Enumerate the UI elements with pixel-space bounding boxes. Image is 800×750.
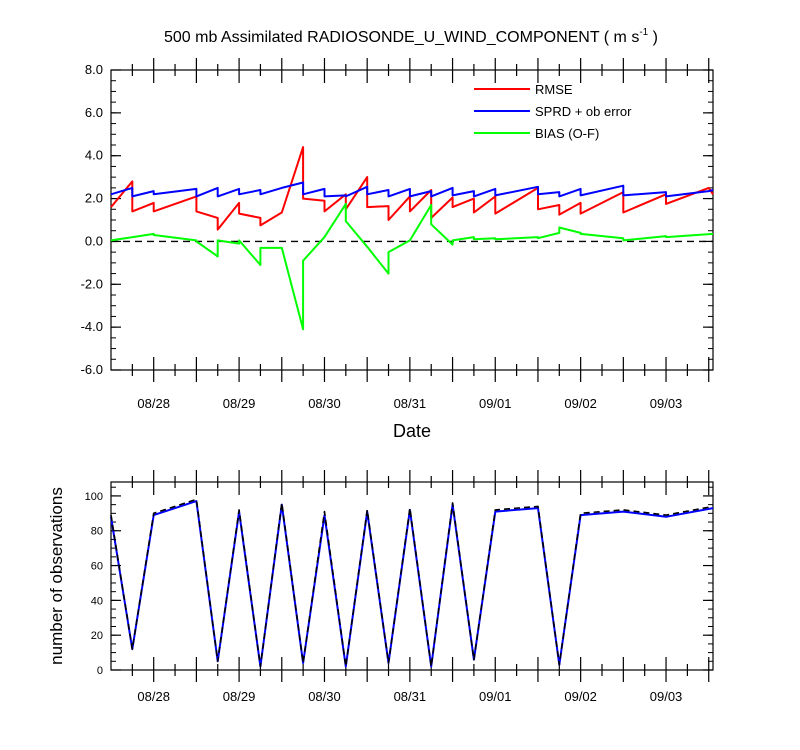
top-x-tick-label: 08/31 xyxy=(394,396,427,411)
bottom-y-tick-label: 20 xyxy=(91,630,103,642)
bottom-y-tick-label: 80 xyxy=(91,526,103,538)
top-x-tick-label: 09/03 xyxy=(650,396,683,411)
bottom-y-tick-label: 40 xyxy=(91,595,103,607)
bottom-y-tick-label: 60 xyxy=(91,561,103,573)
legend-label-rmse: RMSE xyxy=(535,82,573,97)
top-x-tick-label: 08/29 xyxy=(223,396,256,411)
bottom-x-tick-label: 09/02 xyxy=(564,689,597,704)
top-y-tick-label: 8.0 xyxy=(85,62,103,77)
bottom-series-group xyxy=(110,498,714,668)
top-series-sprd-ob-error xyxy=(110,181,714,198)
title-unit-superscript: -1 xyxy=(639,27,648,38)
top-plot: -6.0 -4.0 -2.0 0.0 2.0 4.0 6.0 8.0 08/28 08/29 08/… xyxy=(81,58,714,441)
top-series-group xyxy=(110,146,714,331)
top-y-tick-label: 6.0 xyxy=(85,105,103,120)
legend-label-bias: BIAS (O-F) xyxy=(535,126,599,141)
top-y-tick-label: -4.0 xyxy=(81,319,103,334)
bottom-series-observations-dashed xyxy=(110,498,714,668)
bottom-x-tick-label: 08/28 xyxy=(137,689,170,704)
top-y-tick-label: 0.0 xyxy=(85,233,103,248)
top-x-tick-label: 08/30 xyxy=(308,396,341,411)
top-y-tick-label: -2.0 xyxy=(81,276,103,291)
bottom-plot-frame xyxy=(110,481,714,671)
bottom-x-tick-label: 09/03 xyxy=(650,689,683,704)
top-series-rmse xyxy=(110,146,714,231)
bottom-y-tick-label: 0 xyxy=(97,665,103,677)
top-series-bias-o-f xyxy=(110,202,714,331)
top-y-tick-label: 4.0 xyxy=(85,148,103,163)
top-y-tick-label: 2.0 xyxy=(85,191,103,206)
bottom-y-tick-label: 100 xyxy=(85,491,103,503)
top-axis-ticks: -6.0 -4.0 -2.0 0.0 2.0 4.0 6.0 8.0 08/28 08/29 08/… xyxy=(81,58,713,411)
top-x-tick-label: 09/01 xyxy=(479,396,512,411)
y-axis-label: number of observations xyxy=(47,487,66,665)
legend-label-sprd: SPRD + ob error xyxy=(535,104,632,119)
x-axis-label: Date xyxy=(393,421,431,441)
chart-title: 500 mb Assimilated RADIOSONDE_U_WIND_COM… xyxy=(164,27,658,46)
bottom-axis-ticks: 0 20 40 60 80 100 08/28 08/29 08/30 08/31 09/01 09/… xyxy=(85,470,713,704)
top-x-tick-label: 08/28 xyxy=(137,396,170,411)
bottom-x-tick-label: 09/01 xyxy=(479,689,512,704)
bottom-plot: 0 20 40 60 80 100 08/28 08/29 08/30 08/31 09/01 09/… xyxy=(47,470,714,704)
top-x-tick-label: 09/02 xyxy=(564,396,597,411)
legend: RMSE SPRD + ob error BIAS (O-F) xyxy=(474,82,632,141)
bottom-x-tick-label: 08/29 xyxy=(223,689,256,704)
bottom-x-tick-label: 08/31 xyxy=(394,689,427,704)
top-y-tick-label: -6.0 xyxy=(81,362,103,377)
bottom-x-tick-label: 08/30 xyxy=(308,689,341,704)
